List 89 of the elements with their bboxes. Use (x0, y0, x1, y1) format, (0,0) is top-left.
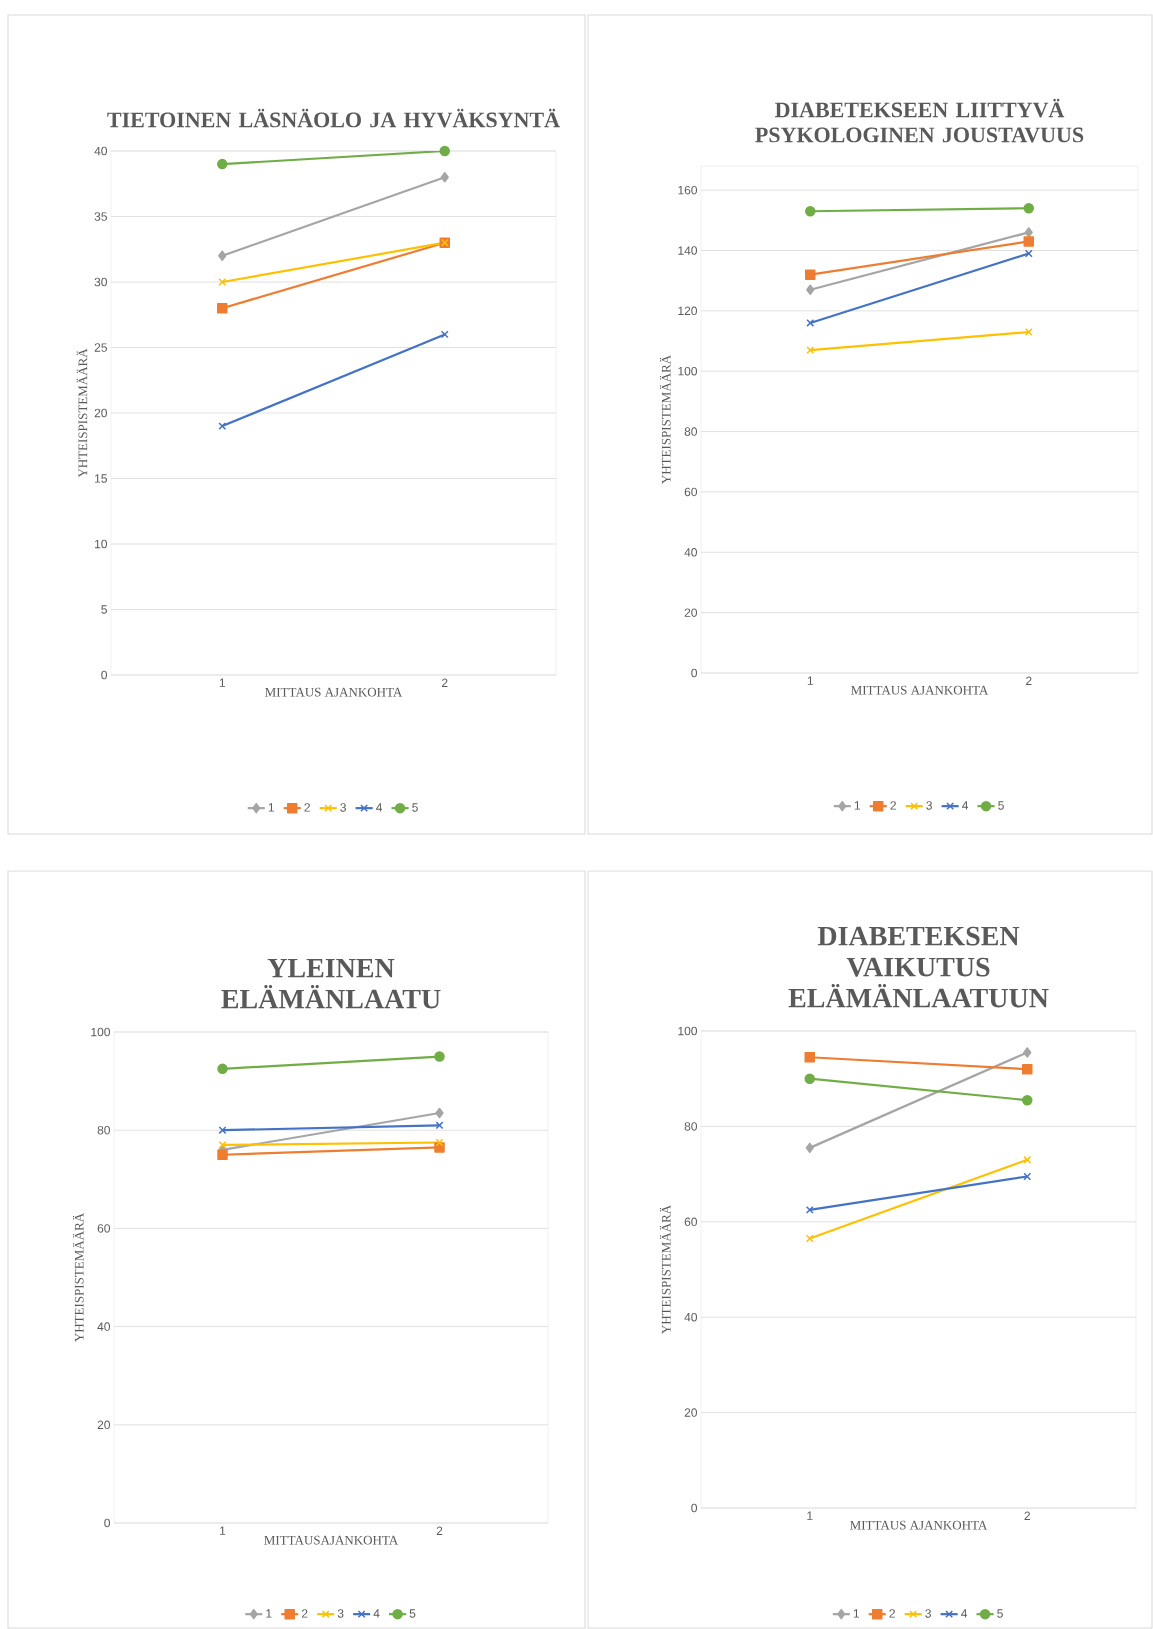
point (434, 1051, 445, 1062)
y-tick-label: 100 (678, 366, 698, 376)
legend-label: 1 (853, 1609, 859, 1618)
legend-label: 3 (337, 1609, 344, 1618)
legend-label: 3 (925, 1609, 931, 1618)
legend-label: 1 (266, 1609, 272, 1618)
y-tick-label: 20 (684, 1408, 698, 1417)
legend-label: 4 (962, 801, 969, 810)
y-tick-label: 35 (94, 212, 107, 221)
point (804, 1052, 816, 1063)
point (805, 206, 816, 217)
y-tick-label: 40 (684, 1312, 698, 1322)
x-tick-label: 1 (807, 676, 814, 685)
y-tick-label: 100 (678, 1026, 698, 1036)
point (1022, 1063, 1033, 1075)
y-tick-label: 15 (95, 474, 107, 483)
x-axis-title: MITTAUSAJANKOHTA (264, 1535, 399, 1545)
y-tick-label: 80 (684, 1122, 698, 1131)
y-tick-label: 5 (101, 605, 107, 614)
x-tick-label: 2 (442, 678, 448, 687)
y-tick-label: 60 (684, 487, 698, 497)
y-tick-label: 20 (684, 608, 698, 617)
y-tick-label: 80 (684, 427, 698, 436)
point (1022, 1094, 1033, 1106)
y-axis-title: YHTEISPISTEMÄÄRÄ (659, 1204, 671, 1335)
chart-title: YLEINEN ELÄMÄNLAATU (221, 958, 441, 1009)
y-tick-label: 10 (95, 539, 107, 549)
point (1024, 227, 1033, 238)
point (218, 250, 227, 262)
point (1023, 203, 1035, 214)
point (217, 1149, 228, 1161)
legend-label: 4 (961, 1609, 968, 1618)
legend-label: 2 (890, 801, 896, 810)
y-tick-label: 40 (684, 548, 698, 557)
x-axis-title: MITTAUS AJANKOHTA (851, 685, 989, 695)
x-tick-label: 2 (1026, 676, 1032, 685)
point (217, 1063, 228, 1075)
y-tick-label: 20 (94, 408, 107, 418)
point (1023, 236, 1035, 247)
y-tick-label: 30 (94, 277, 107, 287)
legend-label: 5 (412, 803, 418, 812)
y-axis-title: YHTEISPISTEMÄÄRÄ (76, 348, 88, 478)
point (217, 302, 228, 314)
legend-label: 2 (304, 803, 310, 812)
point (435, 1121, 444, 1130)
y-tick-label: 140 (678, 246, 698, 255)
point (804, 1073, 816, 1084)
point (806, 284, 815, 295)
y-tick-label: 160 (678, 185, 698, 195)
y-tick-label: 25 (94, 343, 107, 352)
legend-label: 3 (926, 801, 932, 810)
chart-title: TIETOINEN LÄSNÄOLO JA HYVÄKSYNTÄ (107, 108, 560, 128)
legend-label: 5 (997, 1609, 1003, 1618)
y-tick-label: 0 (104, 1518, 110, 1528)
y-tick-label: 60 (97, 1224, 110, 1233)
legend-label: 5 (998, 801, 1004, 810)
y-tick-label: 40 (97, 1322, 110, 1331)
y-tick-label: 100 (91, 1027, 110, 1037)
point (435, 1138, 444, 1147)
legend-label: 2 (889, 1609, 895, 1618)
y-axis-title: YHTEISPISTEMÄÄRÄ (659, 354, 671, 484)
y-tick-label: 0 (691, 1503, 698, 1513)
point (805, 269, 816, 280)
point (435, 1107, 444, 1119)
legend-label: 1 (268, 803, 274, 812)
legend-label: 4 (376, 803, 383, 812)
y-tick-label: 20 (97, 1420, 110, 1430)
y-tick-label: 0 (691, 668, 698, 678)
legend-label: 5 (409, 1609, 416, 1618)
legend-label: 4 (373, 1609, 380, 1618)
y-axis-title: YHTEISPISTEMÄÄRÄ (72, 1212, 84, 1343)
y-tick-label: 0 (101, 670, 107, 680)
chart-title: DIABETEKSEEN LIITTYVÄ PSYKOLOGINEN JOUSTAVUUS (755, 98, 1084, 143)
chart-title: DIABETEKSEN VAIKUTUS ELÄMÄNLAATUUN (788, 926, 1049, 1008)
y-tick-label: 60 (684, 1217, 698, 1227)
point (1023, 1047, 1032, 1058)
legend-label: 1 (854, 801, 861, 810)
y-tick-label: 80 (97, 1125, 110, 1135)
point (439, 145, 450, 157)
x-axis-title: MITTAUS AJANKOHTA (850, 1520, 988, 1530)
y-tick-label: 120 (678, 306, 698, 316)
x-axis-title: MITTAUS AJANKOHTA (265, 687, 403, 697)
point (440, 171, 449, 183)
x-tick-label: 1 (219, 678, 225, 687)
legend-label: 2 (301, 1609, 308, 1618)
point (217, 158, 228, 170)
legend-label: 3 (340, 803, 346, 812)
y-tick-label: 40 (94, 146, 107, 156)
point (805, 1142, 814, 1154)
